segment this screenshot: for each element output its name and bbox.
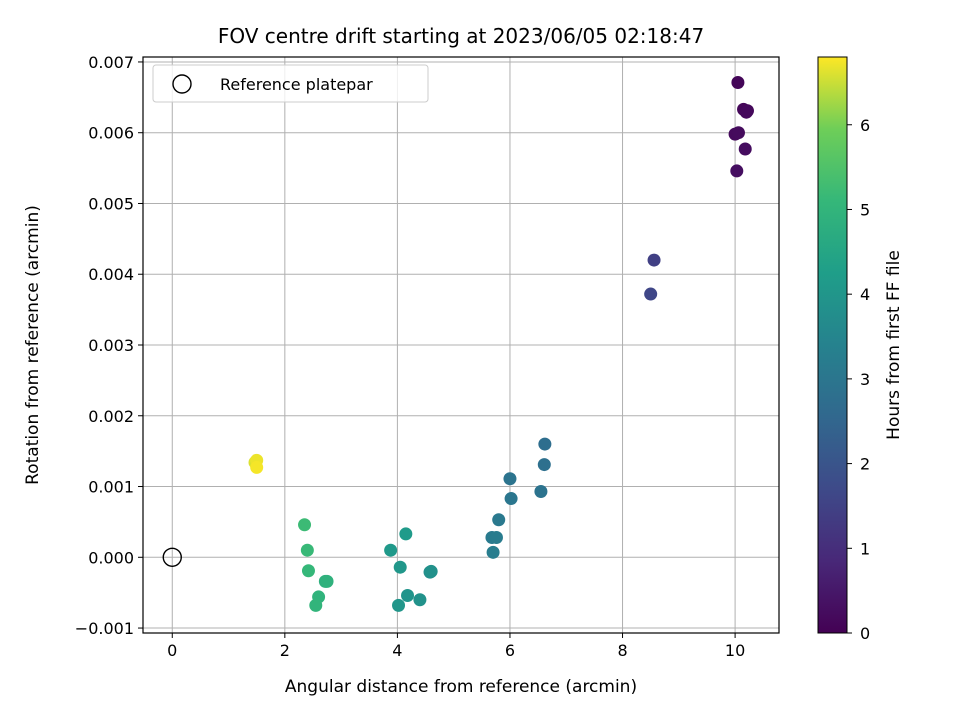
y-tick-label: 0.001: [88, 478, 134, 497]
data-point: [392, 598, 406, 612]
data-point: [538, 437, 552, 451]
data-point: [401, 588, 415, 602]
colorbar-label: Hours from first FF file: [884, 250, 904, 440]
colorbar-tick-label: 6: [860, 116, 870, 135]
data-point: [504, 492, 518, 506]
colorbar-tick-label: 3: [860, 370, 870, 389]
legend-label: Reference platepar: [220, 75, 373, 94]
y-tick-label: −0.001: [75, 619, 134, 638]
colorbar-tick-label: 1: [860, 539, 870, 558]
data-point: [730, 164, 744, 178]
data-point: [393, 560, 407, 574]
data-point: [738, 142, 752, 156]
data-point: [250, 460, 264, 474]
data-point: [647, 253, 661, 267]
colorbar-tick-label: 5: [860, 200, 870, 219]
data-point: [492, 513, 506, 527]
y-axis: −0.001 0.000 0.001 0.002 0.003 0.004 0.005 0.00…: [75, 53, 143, 638]
data-point: [503, 472, 517, 486]
y-tick-label: 0.000: [88, 548, 134, 567]
y-tick-label: 0.003: [88, 336, 134, 355]
data-point: [424, 564, 438, 578]
data-point: [739, 105, 753, 119]
data-points: [162, 75, 754, 612]
y-tick-label: 0.007: [88, 53, 134, 72]
data-point: [731, 75, 745, 89]
data-point: [534, 484, 548, 498]
x-tick-label: 2: [280, 641, 290, 660]
grid-lines: [143, 57, 779, 633]
colorbar-gradient: [817, 56, 848, 634]
x-tick-label: 0: [167, 641, 177, 660]
colorbar-tick-label: 4: [860, 285, 870, 304]
legend-marker-circle-icon: [172, 74, 192, 94]
legend: Reference platepar: [152, 64, 429, 103]
chart-title: FOV centre drift starting at 2023/06/05 …: [218, 24, 704, 48]
colorbar-tick-label: 2: [860, 455, 870, 474]
data-point: [731, 126, 745, 140]
x-tick-label: 6: [505, 641, 515, 660]
y-tick-label: 0.002: [88, 407, 134, 426]
data-point: [399, 527, 413, 541]
colorbar-tick-label: 0: [860, 624, 870, 643]
x-tick-label: 10: [725, 641, 745, 660]
data-point: [298, 518, 312, 532]
x-axis-label: Angular distance from reference (arcmin): [285, 677, 637, 697]
x-axis: 0 2 4 6 8 10: [167, 633, 745, 660]
data-point: [320, 574, 334, 588]
y-tick-label: 0.005: [88, 194, 134, 213]
y-tick-label: 0.006: [88, 124, 134, 143]
y-axis-label: Rotation from reference (arcmin): [23, 205, 43, 485]
data-point: [309, 598, 323, 612]
data-point: [486, 545, 500, 559]
reference-platepar-point: [162, 547, 182, 567]
data-point: [489, 530, 503, 544]
x-tick-label: 8: [617, 641, 627, 660]
data-point: [301, 564, 315, 578]
data-point: [537, 458, 551, 472]
colorbar-ticks: 0 1 2 3 4 5 6: [847, 116, 870, 643]
data-point: [644, 287, 658, 301]
x-tick-label: 4: [392, 641, 402, 660]
data-point: [413, 593, 427, 607]
data-point: [300, 543, 314, 557]
y-tick-label: 0.004: [88, 265, 134, 284]
colorbar: 0 1 2 3 4 5 6 Hours from first FF file: [817, 56, 904, 643]
legend-box: [152, 64, 429, 103]
data-point: [384, 543, 398, 557]
